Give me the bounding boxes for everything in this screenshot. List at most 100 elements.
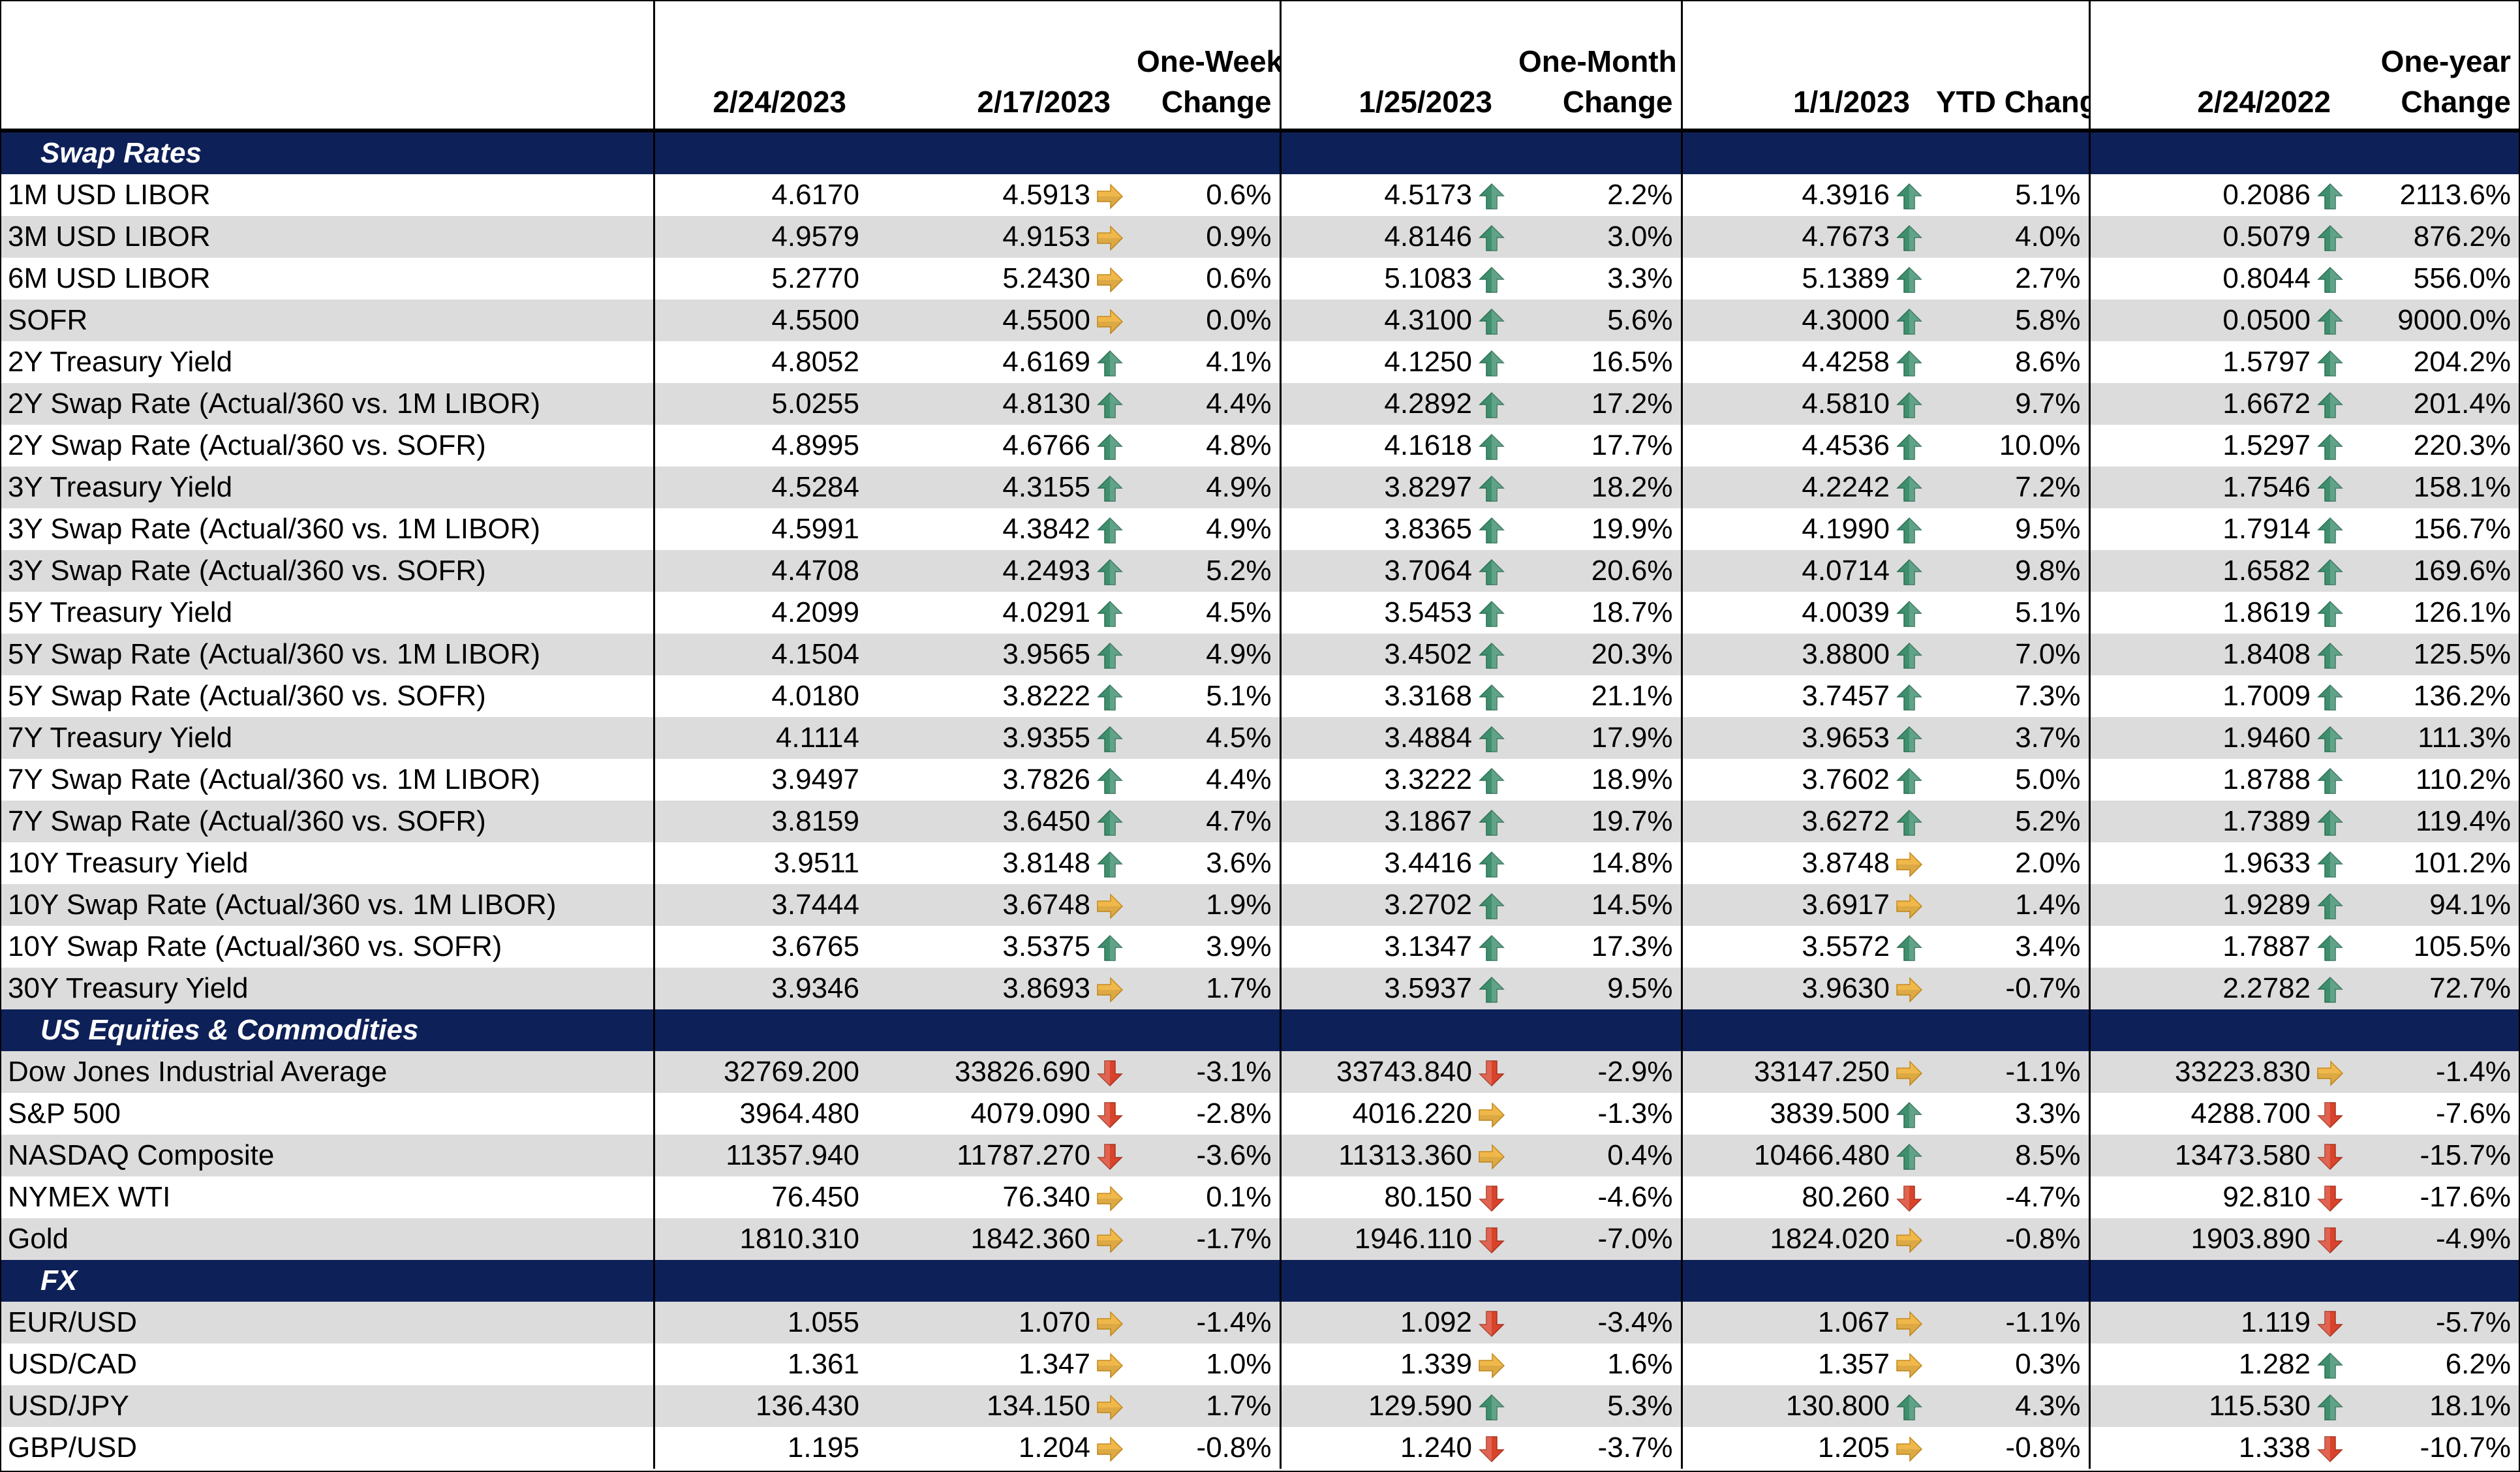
- trend-cell: [1476, 550, 1518, 592]
- arrow-up-icon: [2316, 892, 2344, 921]
- value-year-ago: 1.7389: [2089, 801, 2314, 842]
- one-month-change: 21.1%: [1518, 675, 1683, 717]
- arrow-down-icon: [1477, 1059, 1506, 1088]
- section-fill: [2357, 130, 2519, 174]
- arrow-up-icon: [1477, 391, 1506, 420]
- section-fill: [872, 1009, 1137, 1051]
- table-row: 3M USD LIBOR 4.9579 4.9153 0.9% 4.8146 3.0% 4.…: [1, 216, 2519, 258]
- arrow-up-icon: [1477, 725, 1506, 754]
- value-month-ago: 3.2702: [1280, 884, 1476, 926]
- arrow-up-icon: [1477, 307, 1506, 336]
- table-row: S&P 500 3964.480 4079.090 -2.8% 4016.220 -1.3…: [1, 1093, 2519, 1135]
- trend-cell: [1894, 383, 1936, 425]
- section-title: FX: [1, 1260, 655, 1302]
- value-week-ago: 3.5375: [872, 926, 1094, 968]
- ytd-change: 5.1%: [1936, 592, 2091, 634]
- value-month-ago: 3.3222: [1280, 759, 1476, 801]
- one-week-change: 1.9%: [1137, 884, 1282, 926]
- value-week-ago: 3.9355: [872, 717, 1094, 759]
- one-month-change: 17.2%: [1518, 383, 1683, 425]
- arrow-right-icon: [1096, 975, 1124, 1004]
- one-week-change: 4.5%: [1137, 592, 1282, 634]
- value-year-ago: 0.0500: [2089, 299, 2314, 341]
- one-week-change: 5.1%: [1137, 675, 1282, 717]
- row-label: S&P 500: [1, 1093, 655, 1135]
- arrow-up-icon: [1096, 683, 1124, 712]
- trend-cell: [1894, 1093, 1936, 1135]
- table-row: Gold 1810.310 1842.360 -1.7% 1946.110 -7.0% 18…: [1, 1218, 2519, 1260]
- value-current: 5.2770: [654, 258, 872, 299]
- arrow-up-icon: [1895, 934, 1924, 962]
- value-year-start: 1.067: [1682, 1302, 1894, 1343]
- value-year-start: 3.6272: [1682, 801, 1894, 842]
- one-month-change: 18.9%: [1518, 759, 1683, 801]
- arrow-up-icon: [1096, 725, 1124, 754]
- ytd-change: 0.3%: [1936, 1343, 2091, 1385]
- value-year-start: 80.260: [1682, 1176, 1894, 1218]
- arrow-right-icon: [1096, 1435, 1124, 1464]
- arrow-right-icon: [2316, 1059, 2344, 1088]
- value-current: 3.6765: [654, 926, 872, 968]
- value-week-ago: 4.9153: [872, 216, 1094, 258]
- value-month-ago: 3.8365: [1280, 508, 1476, 550]
- row-label: EUR/USD: [1, 1302, 655, 1343]
- value-year-ago: 13473.580: [2089, 1135, 2314, 1176]
- value-month-ago: 1946.110: [1280, 1218, 1476, 1260]
- value-year-ago: 1.9289: [2089, 884, 2314, 926]
- arrow-up-icon: [1096, 850, 1124, 879]
- section-fill: [2357, 1260, 2519, 1302]
- one-year-change: 136.2%: [2357, 675, 2519, 717]
- trend-cell: [1476, 717, 1518, 759]
- value-week-ago: 5.2430: [872, 258, 1094, 299]
- arrow-up-icon: [2316, 182, 2344, 211]
- row-label: 3M USD LIBOR: [1, 216, 655, 258]
- trend-cell: [1476, 634, 1518, 675]
- arrow-down-icon: [1477, 1310, 1506, 1338]
- value-year-ago: 4288.700: [2089, 1093, 2314, 1135]
- one-month-change: 9.5%: [1518, 968, 1683, 1009]
- row-label: 3Y Swap Rate (Actual/360 vs. 1M LIBOR): [1, 508, 655, 550]
- value-year-ago: 1.5797: [2089, 341, 2314, 383]
- trend-cell: [1094, 884, 1137, 926]
- row-label: 3Y Swap Rate (Actual/360 vs. SOFR): [1, 550, 655, 592]
- value-week-ago: 3.8148: [872, 842, 1094, 884]
- arrow-up-icon: [1895, 808, 1924, 837]
- row-label: 5Y Treasury Yield: [1, 592, 655, 634]
- row-label: 10Y Swap Rate (Actual/360 vs. 1M LIBOR): [1, 884, 655, 926]
- trend-cell: [1094, 383, 1137, 425]
- one-week-change: -3.6%: [1137, 1135, 1282, 1176]
- value-week-ago: 4079.090: [872, 1093, 1094, 1135]
- ytd-change: 5.0%: [1936, 759, 2091, 801]
- trend-cell: [1894, 1218, 1936, 1260]
- value-year-ago: 0.8044: [2089, 258, 2314, 299]
- row-label: 5Y Swap Rate (Actual/360 vs. SOFR): [1, 675, 655, 717]
- ytd-change: -0.7%: [1936, 968, 2091, 1009]
- trend-cell: [1476, 759, 1518, 801]
- value-current: 76.450: [654, 1176, 872, 1218]
- one-week-change: 0.1%: [1137, 1176, 1282, 1218]
- ytd-change: 9.5%: [1936, 508, 2091, 550]
- one-month-change: -1.3%: [1518, 1093, 1683, 1135]
- arrow-up-icon: [1477, 558, 1506, 587]
- value-year-ago: 0.5079: [2089, 216, 2314, 258]
- one-year-change: -4.9%: [2357, 1218, 2519, 1260]
- section-fill: [1936, 1260, 2091, 1302]
- arrow-up-icon: [1895, 600, 1924, 628]
- value-week-ago: 76.340: [872, 1176, 1094, 1218]
- arrow-right-icon: [1895, 850, 1924, 879]
- arrow-down-icon: [2316, 1101, 2344, 1129]
- arrow-up-icon: [1895, 641, 1924, 670]
- arrow-up-icon: [1477, 266, 1506, 294]
- value-week-ago: 1842.360: [872, 1218, 1094, 1260]
- one-year-change: 105.5%: [2357, 926, 2519, 968]
- value-year-start: 3.9630: [1682, 968, 1894, 1009]
- arrow-down-icon: [1477, 1184, 1506, 1213]
- value-month-ago: 4.1250: [1280, 341, 1476, 383]
- value-year-start: 4.3000: [1682, 299, 1894, 341]
- trend-cell: [2314, 801, 2357, 842]
- one-month-change: 20.6%: [1518, 550, 1683, 592]
- value-month-ago: 4.1618: [1280, 425, 1476, 467]
- row-label: USD/CAD: [1, 1343, 655, 1385]
